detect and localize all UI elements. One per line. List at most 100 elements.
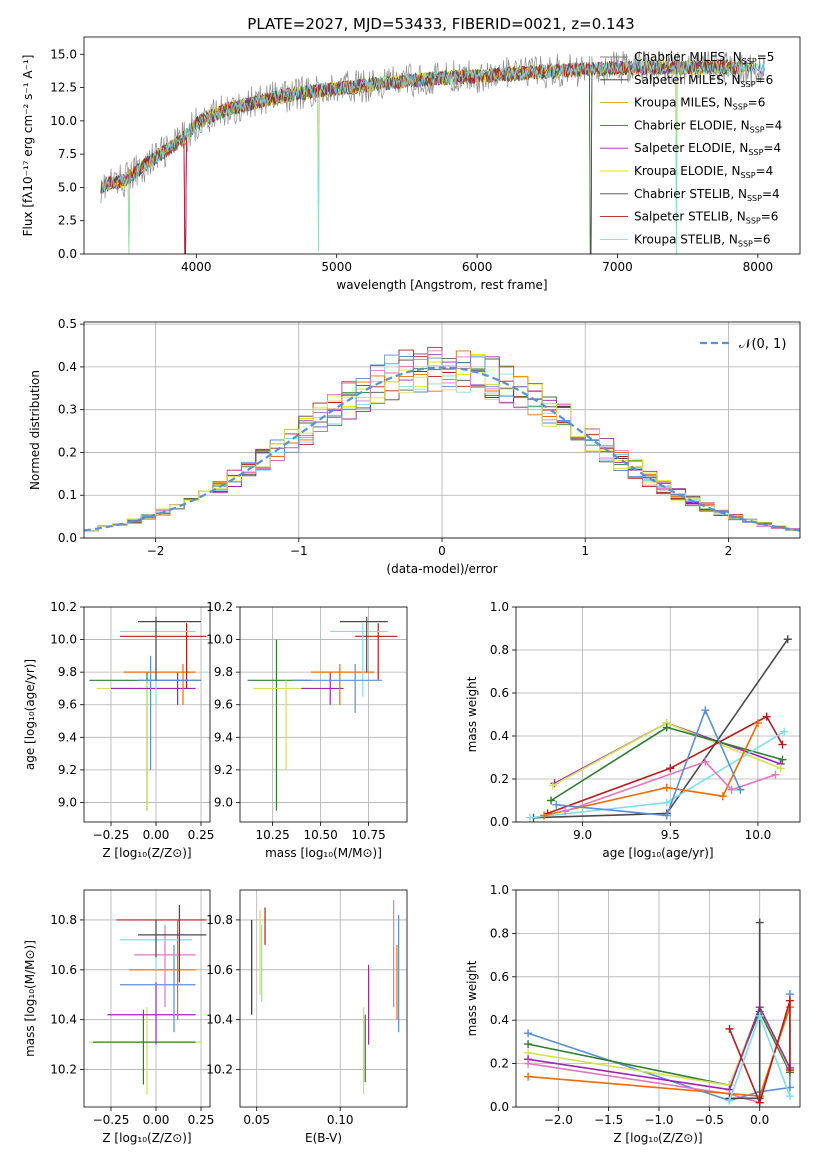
age-weight-point-marker [753,719,762,728]
z-weight-point-marker [725,1096,734,1105]
mass-age-ytick-label: 9.4 [214,730,233,744]
age-weight-panel: 9.0 9.5 10.0 0.0 0.2 0.4 0.6 0.8 1.0 age [log₁₀(a… [465,600,801,860]
legend-label: Salpeter STELIB, NSSP=6 [634,210,778,226]
age-weight-point-marker [771,770,780,779]
z-weight-ytick-label: 0.2 [490,1057,509,1071]
spectrum-ytick-label: 10.0 [50,114,77,128]
legend-label: Kroupa MILES, NSSP=6 [634,96,765,112]
age-weight-ytick-label: 0.0 [490,815,509,829]
z-age-ytick-label: 9.8 [58,665,77,679]
z-weight-ytick-label: 0.4 [490,1013,509,1027]
z-age-xtick-label: −0.25 [93,828,130,842]
age-weight-point-marker [718,792,727,801]
z-mass-frame [83,889,211,1108]
legend-label: Salpeter MILES, NSSP=6 [634,73,773,89]
legend-label: Chabrier ELODIE, NSSP=4 [634,118,782,134]
residuals-ytick-label: 0.5 [58,317,77,331]
age-weight-point-marker [548,781,557,790]
mass-age-ytick-label: 9.2 [214,763,233,777]
mass-age-xtick-label: 10.25 [255,828,289,842]
z-age-ylabel: age [log₁₀(age/yr)] [23,659,37,770]
z-weight-series-line [527,1005,791,1091]
z-weight-ytick-label: 1.0 [490,883,509,897]
age-weight-point-marker [552,800,561,809]
spectrum-xlabel: wavelength [Angstrom, rest frame] [336,278,547,292]
age-weight-ytick-label: 0.8 [490,643,509,657]
age-weight-point-marker [778,740,787,749]
age-weight-series-line [564,760,776,813]
spectrum-ytick-label: 15.0 [50,47,77,61]
z-weight-series-line [728,1000,791,1106]
z-age-ytick-label: 9.0 [58,795,77,809]
z-weight-ytick-label: 0.8 [490,926,509,940]
z-age-xtick-label: 0.25 [188,828,215,842]
z-weight-frame [515,889,801,1108]
z-weight-ylabel: mass weight [465,960,479,1036]
residuals-xlabel: (data-model)/error [386,562,497,576]
z-age-ytick-label: 9.6 [58,698,77,712]
age-weight-point-marker [778,755,787,764]
normal-curve [84,366,800,532]
residuals-ytick-label: 0.0 [58,531,77,545]
age-weight-ytick-label: 0.6 [490,686,509,700]
z-mass-ytick-label: 10.2 [50,1063,77,1077]
z-weight-point-marker [755,1098,764,1107]
z-weight-point-marker [785,1066,794,1075]
residuals-panel: −2 −1 0 1 2 0.0 0.1 0.2 0.3 0.4 0.5 (data-model)/er… [28,317,801,576]
age-weight-plot-area [526,635,792,822]
legend-label: Chabrier MILES, NSSP=5 [634,50,774,66]
residuals-xtick-label: −2 [147,544,165,558]
residuals-ytick-label: 0.1 [58,488,77,502]
spectrum-ytick-label: 12.5 [50,81,77,95]
spectrum-xtick-label: 6000 [462,260,493,274]
age-weight-xtick-label: 9.5 [661,828,680,842]
residuals-xtick-label: 0 [438,544,446,558]
residuals-xtick-label: 2 [725,544,733,558]
residuals-ytick-label: 0.4 [58,360,77,374]
age-weight-frame [515,606,801,823]
z-weight-point-marker [524,1040,533,1049]
age-weight-series-line [556,708,742,817]
z-weight-point-marker [524,1072,533,1081]
z-weight-point-marker [524,1029,533,1038]
z-age-ytick-label: 10.2 [50,600,77,614]
spectrum-xtick-label: 4000 [181,260,212,274]
ebv-mass-xtick-label: 0.10 [327,1113,354,1127]
z-weight-plot-area [524,918,794,1107]
mass-age-xtick-label: 10.50 [303,828,337,842]
ebv-mass-xtick-label: 0.05 [243,1113,270,1127]
mass-age-frame [239,606,408,823]
z-age-ytick-label: 10.0 [50,633,77,647]
age-weight-point-marker [666,764,675,773]
z-weight-xtick-label: −1.5 [594,1113,623,1127]
legend-label-normal: 𝒩(0, 1) [739,337,786,352]
residuals-xtick-label: 1 [581,544,589,558]
age-weight-point-marker [783,635,792,644]
z-mass-xtick-label: −0.25 [93,1113,130,1127]
age-weight-series-line [543,722,759,817]
z-weight-point-marker [725,1024,734,1033]
spectrum-plot-area [100,50,766,254]
ebv-mass-ytick-label: 10.8 [206,913,233,927]
age-weight-point-marker [701,757,710,766]
age-weight-ytick-label: 0.4 [490,729,509,743]
spectrum-ytick-label: 2.5 [58,214,77,228]
mass-age-ytick-label: 10.0 [206,633,233,647]
spectrum-xtick-label: 5000 [321,260,352,274]
z-weight-ytick-label: 0.6 [490,970,509,984]
z-age-xlabel: Z [log₁₀(Z/Z⊙)] [102,846,191,860]
z-age-ytick-label: 9.4 [58,730,77,744]
z-weight-point-marker [524,1059,533,1068]
legend-label: Kroupa STELIB, NSSP=6 [634,232,771,248]
residuals-frame [83,321,801,539]
age-weight-series-line [547,715,784,815]
residual-histogram-step [84,364,800,532]
legend-label: Chabrier STELIB, NSSP=4 [634,187,780,203]
spectrum-xtick-label: 8000 [743,260,774,274]
z-weight-point-marker [785,996,794,1005]
age-weight-ylabel: mass weight [465,676,479,752]
charts-layer: 4000 5000 6000 7000 80000.02.55.07.510.012.5… [21,36,801,1145]
age-weight-xtick-label: 10.0 [745,828,772,842]
z-mass-xtick-label: 0.00 [143,1113,170,1127]
